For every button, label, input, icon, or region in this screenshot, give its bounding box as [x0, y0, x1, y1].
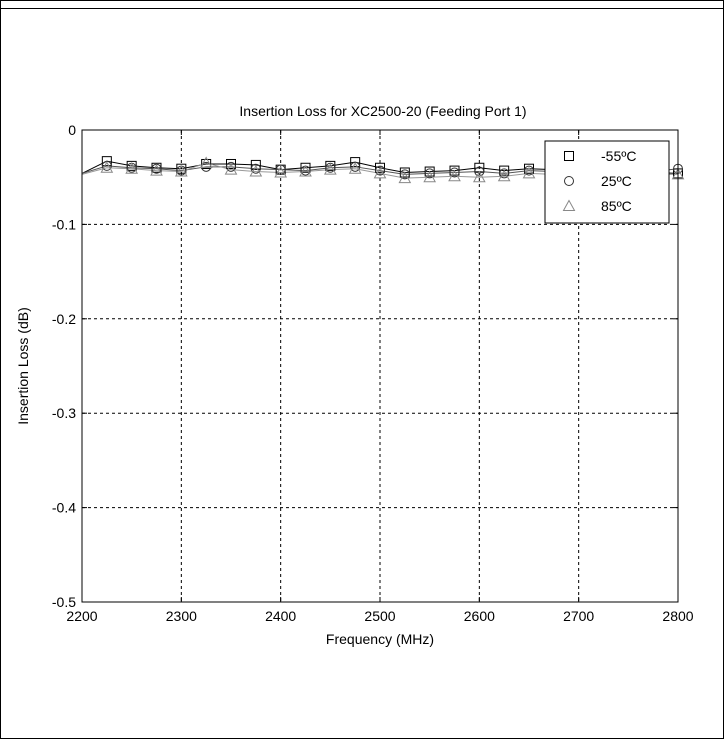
series-2-point [424, 168, 435, 179]
series-3-point [497, 169, 511, 182]
legend-label-3: 85ºC [601, 198, 632, 214]
y-tick-label: -0.2 [52, 311, 76, 327]
series-1-point [375, 162, 385, 173]
y-tick-label: -0.4 [52, 500, 76, 516]
series-3-point [299, 164, 312, 177]
legend: -55ºC 25ºC 85ºC [544, 140, 670, 224]
series-3-point [100, 161, 114, 173]
series-3-point [274, 165, 288, 178]
x-tick-label: 2400 [265, 608, 296, 624]
series-3-point [199, 156, 213, 169]
tick-labels: 2200 2300 2400 2500 2600 2700 2800 0 -0.1 -0.2 -0.… [52, 122, 694, 624]
series-3-point [423, 170, 437, 183]
series-3-point [522, 166, 536, 179]
x-tick-label: 2300 [166, 608, 197, 624]
x-tick-label: 2200 [66, 608, 97, 624]
legend-marker-2 [564, 176, 574, 186]
series-3-point [398, 171, 412, 184]
series-2-point [524, 165, 534, 176]
series-1-point [101, 156, 112, 167]
series-1-point [250, 159, 261, 170]
series-2-point [474, 166, 485, 177]
y-tick-label: 0 [68, 122, 76, 138]
legend-box [544, 140, 670, 224]
series-2-point [226, 161, 236, 172]
series-2-point [399, 169, 410, 180]
x-tick-label: 2700 [563, 608, 594, 624]
series-3-point [448, 169, 461, 182]
series-1-point [300, 162, 311, 173]
y-tick-label: -0.3 [52, 405, 76, 421]
series-3-point [150, 164, 163, 176]
series-2-point [250, 163, 261, 174]
series-3-point [249, 164, 263, 177]
series-1-point [201, 158, 212, 169]
x-axis-label: Frequency (MHz) [326, 631, 434, 647]
legend-label-2: 25ºC [601, 173, 632, 189]
series-2-point [449, 167, 460, 178]
series-1-point [499, 165, 510, 176]
x-tick-label: 2800 [662, 608, 693, 624]
legend-label-1: -55ºC [601, 148, 636, 164]
legend-marker-1 [564, 151, 574, 161]
series-2-point [375, 165, 385, 176]
series-3-point [323, 163, 337, 175]
y-axis-label: Insertion Loss (dB) [15, 307, 31, 425]
legend-marker-3 [562, 199, 576, 211]
series-3-point [224, 163, 238, 175]
series-2-point [275, 164, 286, 175]
series-3-point [125, 162, 139, 174]
series-3-point [174, 164, 188, 177]
series-1-point [226, 158, 236, 169]
series-3-point [373, 166, 387, 179]
y-tick-label: -0.5 [52, 594, 76, 610]
x-tick-label: 2600 [464, 608, 495, 624]
series-2-point [499, 168, 510, 179]
series-2-point [201, 161, 212, 172]
axis-ticks [81, 129, 679, 603]
series-3-point [472, 170, 486, 183]
x-tick-label: 2500 [364, 608, 395, 624]
series-1-point [350, 157, 361, 168]
y-tick-label: -0.1 [52, 216, 76, 232]
series-3-point [348, 162, 362, 174]
chart-title: Insertion Loss for XC2500-20 (Feeding Po… [239, 103, 526, 119]
